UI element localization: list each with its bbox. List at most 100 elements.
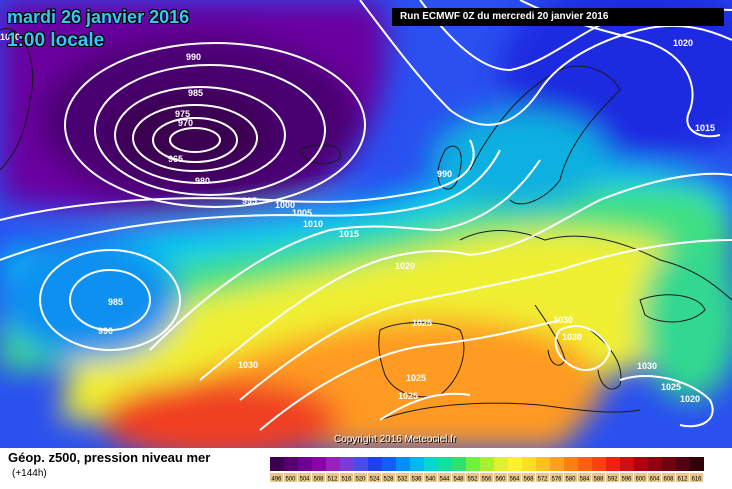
isobar-label: 1030 <box>553 315 573 325</box>
legend-swatch <box>550 457 564 471</box>
legend-swatch <box>564 457 578 471</box>
legend-swatch <box>298 457 312 471</box>
legend-tick-bg <box>410 473 423 482</box>
isobar-labels: 990 985 975 970 965 980 995 1000 1005 10… <box>0 32 715 404</box>
legend-tick-bg <box>326 473 339 482</box>
isobar-label: 1020 <box>673 38 693 48</box>
legend-tick-label: 504 <box>299 477 310 483</box>
legend-swatch <box>312 457 326 471</box>
legend-tick-bg <box>466 473 479 482</box>
isobar-label: 1025 <box>398 391 418 401</box>
legend-tick-label: 560 <box>495 477 506 483</box>
legend-swatch <box>466 457 480 471</box>
isobar-label: 1015 <box>695 123 715 133</box>
legend-swatch <box>480 457 494 471</box>
legend-swatch <box>410 457 424 471</box>
legend-tick-label: 496 <box>271 477 282 483</box>
isobar-label: 970 <box>178 118 193 128</box>
legend-tick-bg <box>606 473 619 482</box>
legend-tick-bg <box>480 473 493 482</box>
legend-tick-bg <box>564 473 577 482</box>
legend-tick-bg <box>676 473 689 482</box>
legend-swatch <box>438 457 452 471</box>
legend-swatch <box>396 457 410 471</box>
isobar-label: 995 <box>242 196 257 206</box>
legend-swatch <box>284 457 298 471</box>
legend-tick-bg <box>354 473 367 482</box>
legend-swatch <box>522 457 536 471</box>
legend-tick-label: 568 <box>523 477 534 483</box>
isobar-label: 1030 <box>637 361 657 371</box>
legend-tick-label: 572 <box>537 477 548 483</box>
isobar-label: 1025 <box>661 382 681 392</box>
legend-swatch <box>494 457 508 471</box>
legend-swatch <box>424 457 438 471</box>
legend-tick-label: 528 <box>383 477 394 483</box>
legend-tick-bg <box>690 473 703 482</box>
legend-tick-label: 516 <box>341 477 352 483</box>
isobar-label: 1005 <box>292 208 312 218</box>
legend-swatch <box>382 457 396 471</box>
legend-tick-bg <box>298 473 311 482</box>
legend-tick-label: 580 <box>565 477 576 483</box>
legend-tick-label: 604 <box>649 477 660 483</box>
legend-swatch <box>662 457 676 471</box>
legend-tick-bg <box>424 473 437 482</box>
legend-tick-bg <box>438 473 451 482</box>
legend-tick-bg <box>340 473 353 482</box>
legend-tick-label: 544 <box>439 477 450 483</box>
legend-tick-bg <box>284 473 297 482</box>
legend-tick-bg <box>452 473 465 482</box>
run-label: Run ECMWF 0Z du mercredi 20 janvier 2016 <box>392 8 724 26</box>
legend-tick-label: 500 <box>285 477 296 483</box>
isobar-label: 990 <box>98 326 113 336</box>
legend-tick-label: 552 <box>467 477 478 483</box>
legend-swatch <box>578 457 592 471</box>
legend-tick-label: 616 <box>691 477 702 483</box>
forecast-date: mardi 26 janvier 2016 <box>7 7 190 27</box>
legend-tick-label: 588 <box>593 477 604 483</box>
isobar-label: 1020 <box>680 394 700 404</box>
legend-tick-bg <box>396 473 409 482</box>
isobar-label: 990 <box>437 169 452 179</box>
legend-tick-label: 556 <box>481 477 492 483</box>
legend-tick-label: 576 <box>551 477 562 483</box>
legend-tick-bg <box>578 473 591 482</box>
legend-swatch <box>508 457 522 471</box>
isobar-label: 1015 <box>339 229 359 239</box>
isobar-label: 1000 <box>0 32 20 42</box>
legend-tick-bg <box>536 473 549 482</box>
legend-tick-label: 592 <box>607 477 618 483</box>
legend-swatch <box>340 457 354 471</box>
legend-tick-bg <box>494 473 507 482</box>
legend-swatch <box>354 457 368 471</box>
isobar-label: 1010 <box>303 219 323 229</box>
isobar-label: 1000 <box>275 200 295 210</box>
isobar-label: 1030 <box>238 360 258 370</box>
legend-swatch <box>536 457 550 471</box>
isobar-label: 1030 <box>562 332 582 342</box>
forecast-time: 1:00 locale <box>7 30 105 51</box>
legend-tick-label: 596 <box>621 477 632 483</box>
legend-tick-label: 612 <box>677 477 688 483</box>
legend-tick-label: 600 <box>635 477 646 483</box>
legend-tick-bg <box>550 473 563 482</box>
legend-tick-label: 536 <box>411 477 422 483</box>
legend-tick-label: 508 <box>313 477 324 483</box>
footer-subtitle: (+144h) <box>12 468 47 479</box>
legend-swatch <box>368 457 382 471</box>
footer-title: Géop. z500, pression niveau mer <box>8 450 211 465</box>
isobar-label: 1025 <box>406 373 426 383</box>
legend-tick-bg <box>620 473 633 482</box>
legend-tick-bg <box>382 473 395 482</box>
legend-tick-label: 512 <box>327 477 338 483</box>
legend-tick-bg <box>508 473 521 482</box>
legend-tick-label: 584 <box>579 477 590 483</box>
legend-swatch <box>270 457 284 471</box>
legend-swatch <box>592 457 606 471</box>
legend-tick-bg <box>270 473 283 482</box>
legend-tick-label: 608 <box>663 477 674 483</box>
legend-swatch <box>676 457 690 471</box>
legend-tick-label: 548 <box>453 477 464 483</box>
